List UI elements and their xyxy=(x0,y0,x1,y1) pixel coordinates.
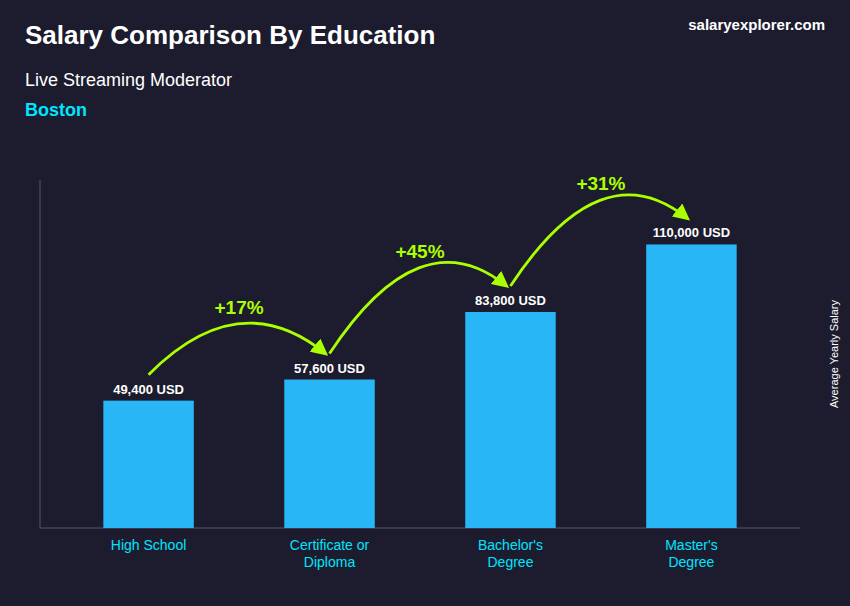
change-label: +45% xyxy=(395,241,444,262)
bars xyxy=(103,244,736,528)
data-label: 49,400 USD xyxy=(113,382,184,397)
y-axis-line xyxy=(40,180,41,528)
x-tick-label-line: High School xyxy=(111,537,187,553)
brand: salaryexplorer.com xyxy=(688,16,825,33)
data-label: 57,600 USD xyxy=(294,361,365,376)
bar xyxy=(284,380,374,528)
x-tick-label-line: Master's xyxy=(665,537,717,553)
x-tick-label-line: Degree xyxy=(488,554,534,570)
x-tick-label-line: Bachelor's xyxy=(478,537,543,553)
x-tick-label: Master'sDegree xyxy=(665,537,717,570)
change-arrow xyxy=(510,195,687,286)
x-tick-label-line: Diploma xyxy=(304,554,356,570)
x-tick-label: Certificate orDiploma xyxy=(290,537,370,570)
x-tick-label: High School xyxy=(111,537,187,553)
x-tick-label-line: Degree xyxy=(668,554,714,570)
chart-svg: Salary Comparison By Education Live Strea… xyxy=(0,0,850,606)
page: {"chart_data": {"type": "bar", "title": … xyxy=(0,0,850,606)
x-tick-label-line: Certificate or xyxy=(290,537,370,553)
data-label: 110,000 USD xyxy=(653,225,730,240)
chart-container: Salary Comparison By Education Live Strea… xyxy=(0,0,850,606)
bar xyxy=(103,401,193,528)
city: Boston xyxy=(25,100,87,120)
x-tick-label: Bachelor'sDegree xyxy=(478,537,543,570)
bar xyxy=(465,312,555,528)
data-label: 83,800 USD xyxy=(475,293,546,308)
change-arrow xyxy=(149,323,326,375)
change-label: +31% xyxy=(576,173,625,194)
change-arrow xyxy=(330,262,507,353)
change-label: +17% xyxy=(214,297,263,318)
y-axis-label: Average Yearly Salary xyxy=(828,299,840,408)
title: Salary Comparison By Education xyxy=(25,20,435,50)
subtitle: Live Streaming Moderator xyxy=(25,70,232,90)
background xyxy=(0,0,850,606)
bar xyxy=(646,244,736,528)
